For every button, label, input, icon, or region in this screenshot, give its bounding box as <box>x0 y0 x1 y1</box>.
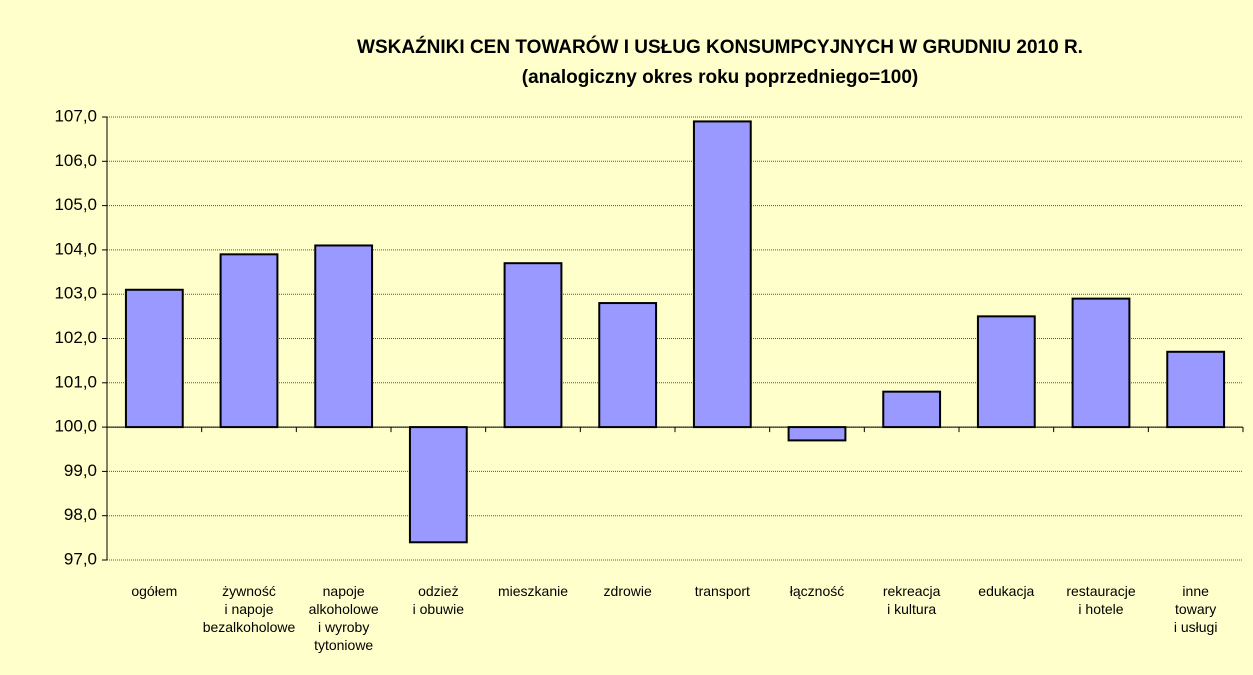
x-tick-label: mieszkanie <box>497 583 569 599</box>
bar <box>692 120 752 429</box>
y-tick-label: 97,0 <box>64 549 97 568</box>
y-tick-label: 102,0 <box>54 328 97 347</box>
y-tick-label: 107,0 <box>54 106 97 125</box>
x-tick-label: inne towary i usługi <box>1173 583 1218 635</box>
y-tick-label: 98,0 <box>64 505 97 524</box>
x-tick-label: napoje alkoholowe i wyroby tytoniowe <box>308 583 379 653</box>
bar <box>976 315 1036 429</box>
y-tick-label: 99,0 <box>64 461 97 480</box>
x-tick-label: żywność i napoje bezalkoholowe <box>202 583 296 635</box>
chart-title: WSKAŹNIKI CEN TOWARÓW I USŁUG KONSUMPCYJ… <box>357 36 1083 58</box>
x-tick-label: zdrowie <box>603 583 652 599</box>
x-tick-label: restauracje i hotele <box>1066 583 1136 617</box>
x-tick-label: ogółem <box>131 583 178 599</box>
bar <box>503 262 563 429</box>
x-tick-label: rekreacja i kultura <box>882 583 941 617</box>
x-tick-label: transport <box>694 583 750 599</box>
x-tick-label: łączność <box>789 583 845 599</box>
bar <box>219 253 279 429</box>
bar <box>124 288 184 429</box>
y-tick-label: 101,0 <box>54 372 97 391</box>
bar <box>1071 297 1131 429</box>
bar <box>598 302 658 429</box>
y-tick-label: 100,0 <box>54 417 97 436</box>
bar <box>882 390 942 429</box>
y-tick-label: 104,0 <box>54 239 97 258</box>
x-tick-label: edukacja <box>978 583 1035 599</box>
x-tick-label: odzież i obuwie <box>412 583 465 617</box>
y-tick-label: 105,0 <box>54 195 97 214</box>
chart-subtitle: (analogiczny okres roku poprzedniego=100… <box>522 67 918 88</box>
bar <box>314 244 374 429</box>
bar <box>1166 350 1226 429</box>
bar <box>787 426 847 442</box>
bar <box>408 426 468 544</box>
y-tick-label: 106,0 <box>54 151 97 170</box>
y-tick-label: 103,0 <box>54 284 97 303</box>
